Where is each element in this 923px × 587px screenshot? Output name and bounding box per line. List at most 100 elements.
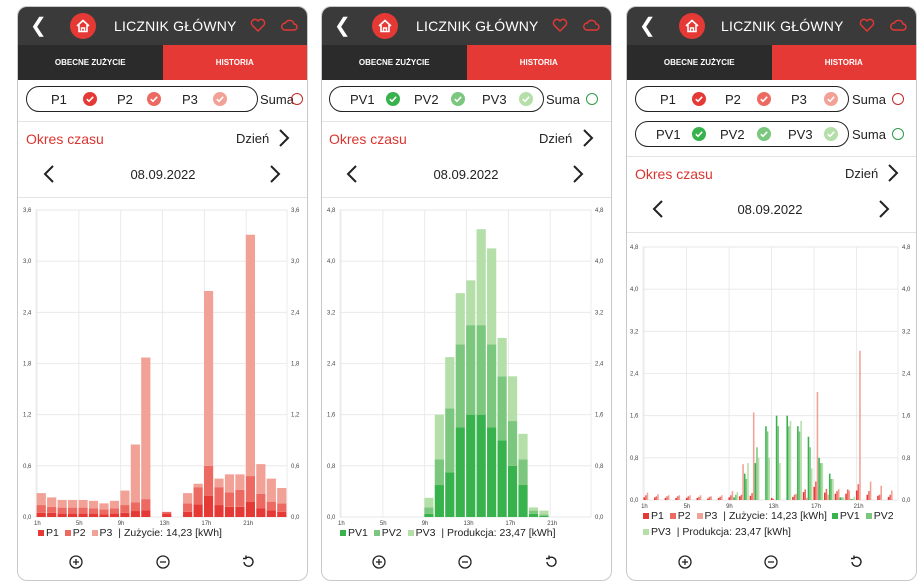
y-tick-label-left: 4,8 [327, 208, 336, 214]
bar-p1 [245, 501, 255, 517]
suma-toggle[interactable] [586, 93, 598, 105]
zoom-out-icon[interactable] [156, 555, 170, 574]
zoom-out-icon[interactable] [764, 555, 778, 574]
phone-production: ❮ LICZNIK GŁÓWNY OBECNE ZUŻYCIE HISTORIA… [321, 6, 612, 581]
back-icon[interactable]: ❮ [30, 15, 47, 37]
app-header: ❮ LICZNIK GŁÓWNY [18, 7, 307, 45]
bar-p3 [193, 483, 203, 488]
bar-pv2 [466, 325, 476, 415]
bar-p3 [141, 357, 151, 500]
cloud-icon[interactable] [582, 17, 600, 38]
chevron-right-icon[interactable] [582, 128, 594, 153]
tab-current-usage[interactable]: OBECNE ZUŻYCIE [627, 45, 772, 80]
chevron-right-icon[interactable] [269, 164, 281, 189]
period-value[interactable]: Dzień [539, 131, 573, 146]
home-icon[interactable] [679, 13, 705, 39]
bar-p2 [130, 502, 140, 512]
check-icon[interactable] [451, 92, 465, 111]
cloud-icon[interactable] [889, 17, 907, 38]
tab-current-usage[interactable]: OBECNE ZUŻYCIE [18, 45, 163, 80]
suma-toggle[interactable] [892, 93, 904, 105]
suma-label: Suma [260, 92, 294, 107]
check-icon[interactable] [519, 92, 533, 111]
chevron-right-icon[interactable] [278, 128, 290, 153]
tab-current-usage[interactable]: OBECNE ZUŻYCIE [322, 45, 467, 80]
tab-history[interactable]: HISTORIA [466, 45, 611, 80]
tab-history[interactable]: HISTORIA [771, 45, 916, 80]
heart-icon[interactable] [552, 17, 568, 38]
bar-pv3 [768, 457, 771, 500]
check-icon[interactable] [824, 127, 838, 146]
consumption-chart: 0,0 0,0 0,6 0,6 1,2 1,2 1,8 1,8 2,4 2,4 3,0 3,0 3,6 3… [23, 208, 300, 525]
back-icon[interactable]: ❮ [639, 15, 656, 37]
reset-icon[interactable] [544, 555, 558, 574]
suma-toggle[interactable] [291, 93, 303, 105]
zoom-out-icon[interactable] [458, 555, 472, 574]
legend-pv2: PV2 [381, 527, 402, 539]
combined-chart: 0,0 0,0 0,8 0,8 1,6 1,6 2,4 2,4 3,2 3,2 4,0 4,0 4,8 4… [630, 245, 911, 510]
bar-pv3 [476, 229, 486, 326]
suma-toggle[interactable] [892, 128, 904, 140]
y-tick-label-right: 1,6 [902, 414, 911, 420]
bar-pv1 [786, 415, 788, 500]
check-icon[interactable] [757, 92, 771, 111]
zoom-in-icon[interactable] [678, 555, 692, 574]
divider [322, 121, 611, 122]
x-tick-label: 17h [505, 521, 515, 525]
bar-pv3 [832, 478, 834, 500]
chevron-left-icon[interactable] [346, 164, 358, 189]
y-tick-label-right: 4,0 [902, 287, 911, 293]
bar-pv3 [497, 337, 507, 377]
chevron-left-icon[interactable] [43, 164, 55, 189]
tab-history[interactable]: HISTORIA [162, 45, 307, 80]
period-value[interactable]: Dzień [845, 166, 879, 181]
chevron-right-icon[interactable] [887, 163, 899, 188]
check-icon[interactable] [824, 92, 838, 111]
x-tick-label: 21h [547, 521, 557, 525]
bar-p2 [120, 505, 130, 513]
check-icon[interactable] [147, 92, 161, 111]
zoom-in-icon[interactable] [372, 555, 386, 574]
bar-p2 [698, 496, 700, 500]
bar-p2 [47, 506, 57, 513]
check-icon[interactable] [83, 92, 97, 111]
legend-swatch-p1 [38, 529, 44, 536]
pv-label-pv3: PV3 [788, 127, 813, 142]
bar-p1 [696, 497, 699, 500]
cloud-icon[interactable] [280, 17, 298, 38]
chevron-right-icon[interactable] [572, 164, 584, 189]
zoom-in-icon[interactable] [69, 555, 83, 574]
bar-p1 [685, 497, 688, 500]
period-value[interactable]: Dzień [236, 131, 270, 146]
legend-p1: P1 [46, 527, 59, 539]
bar-p1 [643, 497, 645, 500]
check-icon[interactable] [213, 92, 227, 111]
heart-icon[interactable] [250, 17, 266, 38]
home-icon[interactable] [372, 13, 398, 39]
chevron-right-icon[interactable] [878, 199, 890, 224]
chart-legend: P1 P2 P3 | Zużycie: 14,23 [kWh] [38, 527, 222, 539]
bar-p1 [813, 486, 815, 500]
legend-swatch-pv3 [407, 529, 414, 536]
bar-pv1 [518, 485, 528, 517]
bar-p2 [836, 491, 838, 500]
y-tick-label-left: 4,8 [630, 245, 639, 251]
back-icon[interactable]: ❮ [334, 15, 351, 37]
bar-p3 [742, 464, 744, 500]
check-icon[interactable] [692, 92, 706, 111]
check-icon[interactable] [692, 127, 706, 146]
bar-p3 [266, 478, 276, 502]
y-tick-label-left: 1,2 [23, 413, 32, 419]
heart-icon[interactable] [859, 17, 875, 38]
check-icon[interactable] [386, 92, 400, 111]
phase-label-p2: P2 [725, 92, 741, 107]
x-tick-label: 9h [118, 521, 125, 525]
y-tick-label-left: 0,0 [23, 515, 32, 521]
bar-p2 [772, 498, 775, 500]
bar-p1 [749, 495, 752, 500]
check-icon[interactable] [757, 127, 771, 146]
reset-icon[interactable] [241, 555, 255, 574]
home-icon[interactable] [70, 13, 96, 39]
chevron-left-icon[interactable] [652, 199, 664, 224]
reset-icon[interactable] [849, 555, 863, 574]
